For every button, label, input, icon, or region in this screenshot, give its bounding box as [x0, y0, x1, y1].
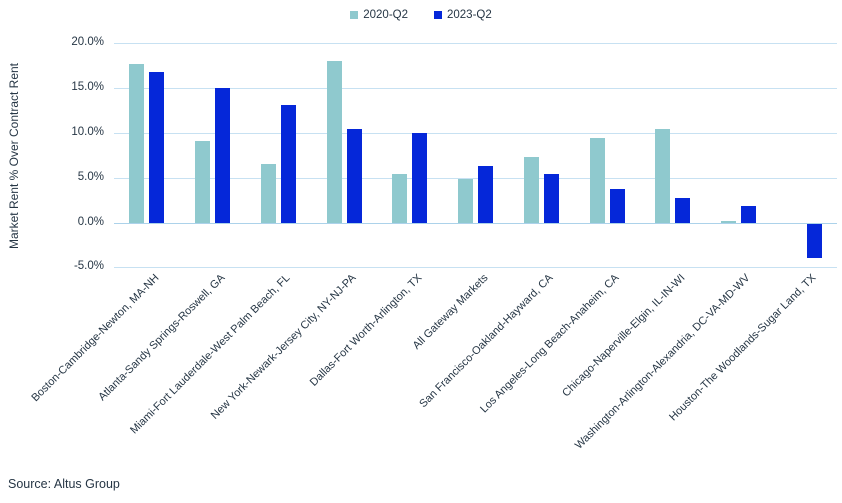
x-axis-category-label: San Francisco-Oakland-Hayward, CA [417, 272, 556, 411]
legend-swatch-icon [434, 11, 442, 19]
gridline [114, 267, 837, 269]
gridline [114, 43, 837, 45]
y-axis-tick-label: 10.0% [71, 126, 104, 138]
bar-2023-q2 [215, 88, 231, 223]
bar-2023-q2 [675, 197, 691, 223]
x-axis-category-label: Dallas-Fort Worth-Arlington, TX [307, 272, 425, 389]
bar-2023-q2 [806, 223, 822, 259]
x-axis-category-label: New York-Newark-Jersey City, NY-NJ-PA [208, 272, 359, 422]
gridline [114, 222, 837, 224]
bar-2020-q2 [523, 157, 539, 223]
bar-2023-q2 [149, 72, 165, 223]
x-axis-category-label: Miami-Fort Lauderdale-West Palm Beach, F… [128, 272, 293, 437]
legend-label: 2020-Q2 [363, 9, 408, 21]
legend-label: 2023-Q2 [447, 9, 492, 21]
chart-legend: 2020-Q2 2023-Q2 [0, 9, 842, 21]
bar-2020-q2 [720, 220, 736, 223]
bar-2020-q2 [129, 64, 145, 223]
bar-2023-q2 [543, 174, 559, 223]
bar-2023-q2 [412, 133, 428, 223]
y-axis-tick-label: 5.0% [77, 170, 104, 183]
bar-2020-q2 [655, 128, 671, 223]
gridline [114, 177, 837, 179]
bar-2020-q2 [326, 61, 342, 223]
y-axis-tick-label: 20.0% [71, 36, 104, 49]
bar-2020-q2 [195, 141, 211, 223]
bar-2020-q2 [589, 138, 605, 223]
x-axis-category-label: All Gateway Markets [410, 272, 490, 352]
x-axis-category-label: Chicago-Naperville-Elgin, IL-IN-WI [559, 272, 688, 400]
bar-2023-q2 [740, 205, 756, 223]
x-axis-category-label: Houston-The Woodlands-Sugar Land, TX [667, 272, 819, 424]
y-axis-tick-label: 15.0% [71, 81, 104, 94]
bar-2023-q2 [346, 128, 362, 223]
x-axis-category-label: Washington-Arlington-Alexandria, DC-VA-M… [573, 272, 753, 452]
bar-2020-q2 [260, 164, 276, 223]
gridline [114, 88, 837, 90]
gridline [114, 133, 837, 134]
x-axis-category-label: Boston-Cambridge-Newton, MA-NH [29, 272, 162, 405]
source-note: Source: Altus Group [8, 477, 120, 491]
legend-item-2023-q2: 2023-Q2 [434, 9, 492, 21]
x-axis-category-label: Los Angeles-Long Beach-Anaheim, CA [478, 272, 622, 416]
y-axis-title: Market Rent % Over Contract Rent [7, 62, 21, 250]
bar-2023-q2 [609, 188, 625, 223]
bar-2020-q2 [392, 174, 408, 223]
bar-2023-q2 [280, 105, 296, 223]
bar-2023-q2 [478, 166, 493, 223]
legend-swatch-icon [350, 11, 359, 19]
x-axis-category-label: Atlanta-Sandy Springs-Roswell, GA [95, 272, 228, 404]
y-axis-tick-label: 0.0% [77, 215, 104, 228]
bar-2020-q2 [458, 178, 473, 223]
legend-item-2020-q2: 2020-Q2 [350, 9, 408, 21]
y-axis-tick-label: -5.0% [73, 260, 104, 273]
